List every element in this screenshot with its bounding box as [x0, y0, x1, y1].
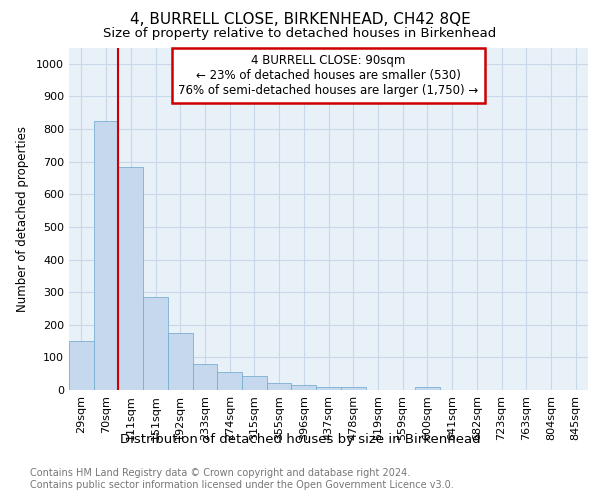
Bar: [168, 333, 193, 390]
Bar: [118, 166, 143, 390]
Text: 4 BURRELL CLOSE: 90sqm
← 23% of detached houses are smaller (530)
76% of semi-de: 4 BURRELL CLOSE: 90sqm ← 23% of detached…: [178, 54, 479, 98]
Text: Contains public sector information licensed under the Open Government Licence v3: Contains public sector information licen…: [30, 480, 454, 490]
Bar: [316, 386, 341, 390]
Text: 4, BURRELL CLOSE, BIRKENHEAD, CH42 8QE: 4, BURRELL CLOSE, BIRKENHEAD, CH42 8QE: [130, 12, 470, 28]
Bar: [143, 297, 168, 390]
Bar: [69, 341, 94, 390]
Text: Distribution of detached houses by size in Birkenhead: Distribution of detached houses by size …: [119, 432, 481, 446]
Bar: [242, 376, 267, 390]
Bar: [292, 385, 316, 390]
Bar: [415, 386, 440, 390]
Bar: [94, 121, 118, 390]
Y-axis label: Number of detached properties: Number of detached properties: [16, 126, 29, 312]
Bar: [267, 383, 292, 390]
Text: Contains HM Land Registry data © Crown copyright and database right 2024.: Contains HM Land Registry data © Crown c…: [30, 468, 410, 477]
Bar: [193, 364, 217, 390]
Bar: [341, 386, 365, 390]
Text: Size of property relative to detached houses in Birkenhead: Size of property relative to detached ho…: [103, 28, 497, 40]
Bar: [217, 372, 242, 390]
